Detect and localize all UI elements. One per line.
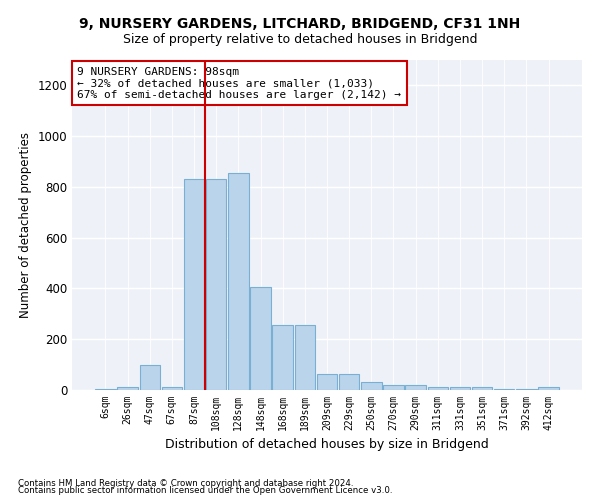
Bar [295, 326, 315, 390]
Bar [161, 387, 182, 390]
Bar [118, 387, 138, 390]
Bar [538, 388, 559, 390]
X-axis label: Distribution of detached houses by size in Bridgend: Distribution of detached houses by size … [165, 438, 489, 452]
Bar [339, 374, 359, 390]
Bar [228, 173, 248, 390]
Bar [206, 180, 226, 390]
Text: 9 NURSERY GARDENS: 98sqm
← 32% of detached houses are smaller (1,033)
67% of sem: 9 NURSERY GARDENS: 98sqm ← 32% of detach… [77, 66, 401, 100]
Bar [317, 374, 337, 390]
Bar [383, 385, 404, 390]
Bar [472, 387, 493, 390]
Text: Contains public sector information licensed under the Open Government Licence v3: Contains public sector information licen… [18, 486, 392, 495]
Bar [516, 388, 536, 390]
Bar [95, 388, 116, 390]
Bar [140, 364, 160, 390]
Bar [272, 326, 293, 390]
Bar [428, 387, 448, 390]
Bar [361, 382, 382, 390]
Text: Size of property relative to detached houses in Bridgend: Size of property relative to detached ho… [123, 32, 477, 46]
Bar [184, 180, 204, 390]
Bar [450, 387, 470, 390]
Text: 9, NURSERY GARDENS, LITCHARD, BRIDGEND, CF31 1NH: 9, NURSERY GARDENS, LITCHARD, BRIDGEND, … [79, 18, 521, 32]
Bar [406, 385, 426, 390]
Text: Contains HM Land Registry data © Crown copyright and database right 2024.: Contains HM Land Registry data © Crown c… [18, 478, 353, 488]
Y-axis label: Number of detached properties: Number of detached properties [19, 132, 32, 318]
Bar [494, 388, 514, 390]
Bar [250, 287, 271, 390]
